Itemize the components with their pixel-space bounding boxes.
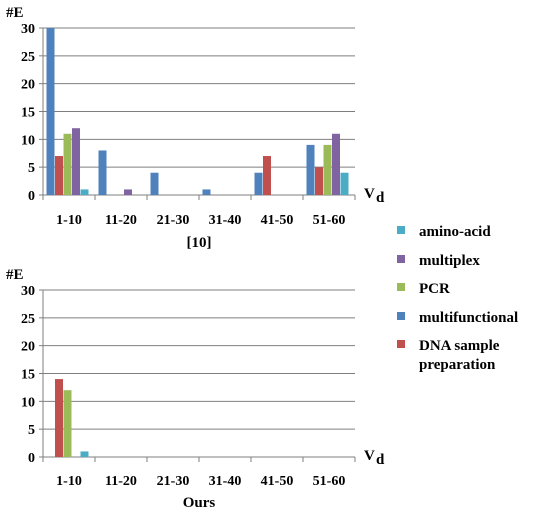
y-tick-label: 5 (28, 423, 35, 438)
legend-swatch (397, 340, 405, 348)
legend-entry-line: multifunctional (419, 310, 518, 326)
bar-multifunctional-31-40 (202, 189, 211, 195)
bar-multifunctional-1-10 (46, 28, 55, 195)
x-tick-label: 1-10 (56, 213, 82, 228)
y-tick-label: 25 (21, 312, 35, 327)
bar-DNA-sample-preparation-1-10 (55, 156, 63, 195)
x-axis-label-subscript: d (376, 452, 385, 468)
legend-entry-line: multiplex (419, 253, 480, 269)
bar-amino-acid-1-10 (80, 189, 89, 195)
legend-entry-line: amino-acid (419, 224, 491, 240)
x-axis-label: V (364, 448, 375, 464)
bar-multifunctional-51-60 (306, 144, 315, 195)
chart-panel-1: 0 5 10 15 20 25 30 1-10 11-20 21-30 31-40 41-50 51-6… (6, 5, 385, 251)
legend-entry-line: DNA sample (419, 338, 500, 354)
legend-entry: multifunctional (419, 310, 518, 326)
y-tick-label: 25 (21, 50, 35, 65)
y-tick-label: 10 (21, 133, 35, 148)
bar-multiplex-51-60 (332, 133, 340, 195)
x-tick-label: 51-60 (313, 474, 346, 489)
bar-amino-acid-1-10 (80, 451, 89, 457)
legend-swatch (397, 312, 405, 320)
bar-PCR-1-10 (63, 390, 72, 457)
bar-PCR-1-10 (63, 133, 72, 195)
chart-panel-2: 0 5 10 15 20 25 30 1-10 11-20 21-30 31-40 41-50 51-6… (6, 267, 385, 511)
y-tick-label: 20 (21, 78, 35, 93)
x-tick-label: 21-30 (157, 213, 190, 228)
y-tick-label: 30 (21, 284, 35, 299)
x-axis-label: V (364, 186, 375, 202)
chart-caption: [10] (187, 235, 212, 251)
y-tick-label: 0 (28, 189, 35, 204)
legend-swatch (397, 226, 405, 234)
bar-DNA-sample-preparation-1-10 (55, 379, 63, 457)
bar-multiplex-1-10 (72, 128, 80, 195)
bar-multiplex-11-20 (124, 189, 132, 195)
x-tick-label: 41-50 (261, 213, 294, 228)
x-axis-label-subscript: d (376, 190, 385, 206)
y-tick-label: 20 (21, 340, 35, 355)
x-tick-label: 31-40 (209, 474, 242, 489)
x-tick-label: 51-60 (313, 213, 346, 228)
bar-DNA-sample-preparation-41-50 (263, 156, 271, 195)
bar-PCR-51-60 (323, 144, 332, 195)
legend-swatch (397, 283, 405, 291)
legend-entry: multiplex (419, 253, 480, 269)
y-axis-label: #E (6, 267, 24, 283)
legend-entry: amino-acid (419, 224, 491, 240)
x-tick-label: 11-20 (105, 213, 137, 228)
bar-multifunctional-21-30 (150, 172, 159, 195)
legend-entry-line: PCR (419, 281, 450, 297)
y-tick-label: 30 (21, 22, 35, 37)
x-tick-label: 31-40 (209, 213, 242, 228)
bar-DNA-sample-preparation-51-60 (315, 167, 323, 195)
legend-entry-line: preparation (419, 357, 496, 373)
bar-multifunctional-11-20 (98, 150, 107, 195)
chart-caption: Ours (183, 495, 216, 511)
legend-swatch (397, 255, 405, 263)
x-tick-label: 11-20 (105, 474, 137, 489)
legend: amino-acid multiplex PCR multifunctional DNA… (397, 224, 518, 373)
y-tick-label: 0 (28, 451, 35, 466)
legend-entry: PCR (419, 281, 450, 297)
y-tick-label: 15 (21, 106, 35, 121)
x-tick-label: 21-30 (157, 474, 190, 489)
y-axis-label: #E (6, 5, 24, 21)
x-tick-label: 1-10 (56, 474, 82, 489)
y-tick-label: 5 (28, 161, 35, 176)
x-tick-label: 41-50 (261, 474, 294, 489)
y-tick-label: 10 (21, 395, 35, 410)
y-tick-label: 15 (21, 368, 35, 383)
legend-entry: DNA sample preparation (419, 338, 500, 373)
bar-amino-acid-51-60 (340, 172, 349, 195)
bar-multifunctional-41-50 (254, 172, 263, 195)
